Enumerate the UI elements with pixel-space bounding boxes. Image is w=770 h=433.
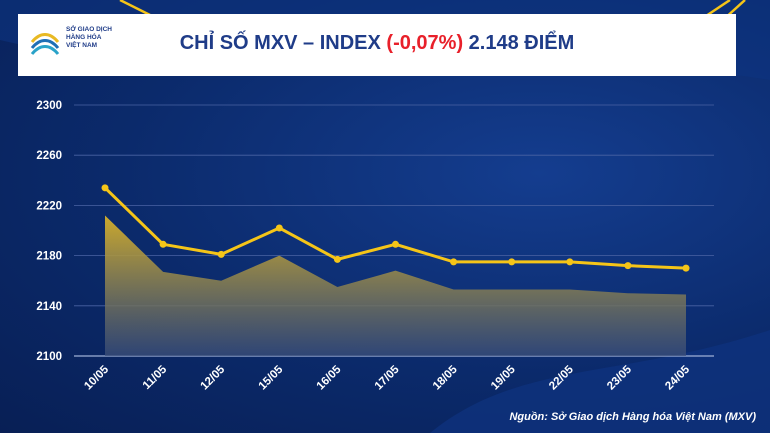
x-tick-label: 11/05: [141, 363, 170, 392]
title-suffix: 2.148 ĐIỂM: [463, 32, 575, 54]
data-point: [624, 262, 632, 270]
series-line: [103, 186, 687, 270]
x-tick-label: 10/05: [82, 363, 111, 392]
y-tick-label: 2220: [36, 200, 62, 212]
x-axis: 10/05 11/05 12/05 15/05 16/05 17/05 18/05 19/05…: [82, 363, 692, 392]
x-tick-label: 16/05: [315, 363, 344, 392]
y-tick-label: 2100: [36, 351, 62, 363]
logo-line-2: HÀNG HÓA: [66, 34, 102, 41]
y-tick-label: 2300: [36, 100, 62, 112]
title-change-percent: (-0,07%): [386, 32, 464, 54]
y-tick-label: 2180: [36, 251, 62, 263]
data-point: [159, 240, 167, 248]
logo-mark-icon: [30, 33, 60, 55]
x-tick-label: 12/05: [198, 363, 227, 392]
logo-line-3: VIỆT NAM: [66, 42, 98, 49]
x-tick-label: 15/05: [257, 363, 286, 392]
logo-line-1: SỞ GIAO DỊCH: [66, 26, 112, 33]
x-tick-label: 19/05: [489, 363, 518, 392]
title-prefix: CHỈ SỐ MXV – INDEX: [179, 32, 387, 54]
area-layer: [105, 215, 686, 356]
data-point: [333, 255, 341, 263]
data-point: [508, 258, 516, 266]
x-tick-label: 17/05: [373, 363, 402, 392]
y-tick-label: 2140: [36, 301, 62, 313]
data-point: [392, 240, 399, 248]
line-layer: [101, 184, 690, 272]
data-point: [101, 184, 109, 192]
area-band: [105, 215, 686, 356]
x-tick-label: 18/05: [431, 363, 460, 392]
mxv-logo: [30, 33, 60, 55]
title-banner: SỞ GIAO DỊCH HÀNG HÓA VIỆT NAM CHỈ SỐ MX…: [18, 14, 736, 76]
data-point: [450, 258, 458, 266]
data-point: [217, 250, 225, 258]
y-tick-label: 2260: [36, 150, 62, 162]
data-point: [566, 258, 574, 266]
source-note: Nguồn: Sở Giao dịch Hàng hóa Việt Nam (M…: [509, 411, 756, 423]
x-tick-label: 22/05: [547, 363, 576, 392]
data-point: [275, 224, 283, 232]
x-tick-label: 24/05: [663, 363, 692, 392]
y-axis: 2100 2140 2180 2220 2260 2300: [36, 100, 62, 363]
chart-title: CHỈ SỐ MXV – INDEX (-0,07%) 2.148 ĐIỂM: [18, 32, 736, 55]
logo-text: SỞ GIAO DỊCH HÀNG HÓA VIỆT NAM: [66, 26, 112, 50]
data-point: [682, 264, 690, 272]
x-tick-label: 23/05: [605, 363, 634, 392]
